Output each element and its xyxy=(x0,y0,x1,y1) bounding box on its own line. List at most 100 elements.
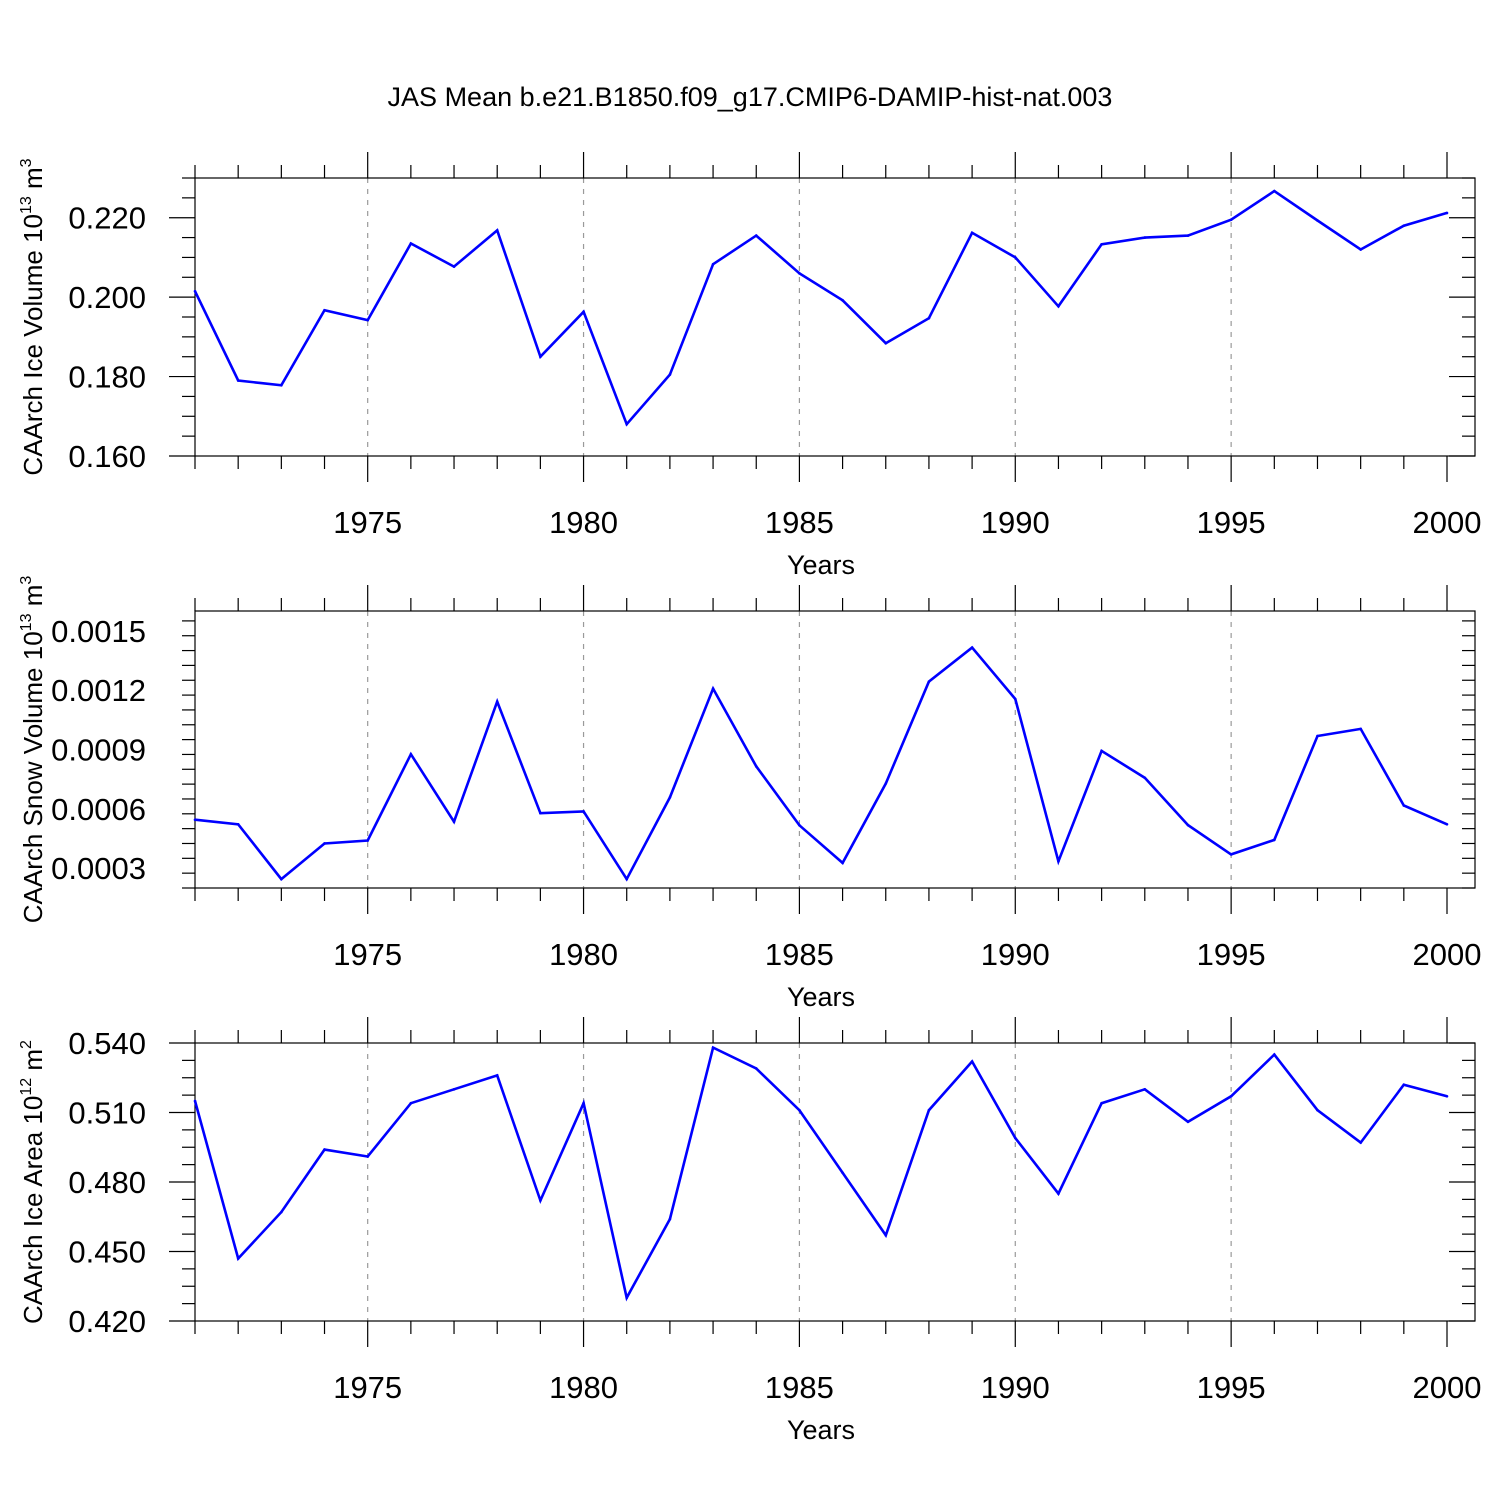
data-point xyxy=(1143,1088,1147,1091)
x-tick-label: 1985 xyxy=(765,505,834,540)
data-point xyxy=(409,1101,413,1105)
y-tick-label: 0.220 xyxy=(68,201,146,236)
data-point xyxy=(1229,218,1233,221)
x-tick-label: 1995 xyxy=(1197,1370,1266,1405)
panel-1: 0.160 0.180 0.200 0.220 1975 1980 1985 1990 1995… xyxy=(18,152,1481,580)
data-point xyxy=(323,842,326,845)
x-tick-label: 1995 xyxy=(1197,937,1266,972)
data-point xyxy=(1229,853,1233,856)
data-point xyxy=(970,231,974,235)
data-point xyxy=(539,811,542,815)
y-axis-label-text: m xyxy=(18,167,48,196)
data-point xyxy=(1445,211,1449,215)
data-point xyxy=(366,1155,369,1158)
x-tick-label: 2000 xyxy=(1413,937,1482,972)
data-point xyxy=(1316,734,1319,738)
y-tick-label: 0.540 xyxy=(68,1026,146,1061)
y-tick-label: 0.0003 xyxy=(51,851,146,886)
y-axis-label-superscript: 2 xyxy=(18,1040,35,1049)
y-tick-label: 0.160 xyxy=(68,439,146,474)
data-point xyxy=(798,1108,801,1112)
data-point xyxy=(1013,256,1017,259)
data-point xyxy=(1013,1136,1017,1140)
y-tick-label: 0.180 xyxy=(68,360,146,395)
x-tick-label: 1990 xyxy=(981,505,1050,540)
data-point xyxy=(1186,1120,1190,1124)
data-point xyxy=(798,272,801,275)
data-point xyxy=(582,1101,585,1105)
data-point xyxy=(236,379,240,382)
data-point xyxy=(193,818,197,822)
x-axis-label: Years xyxy=(787,1415,855,1445)
data-point xyxy=(1057,304,1060,308)
data-point xyxy=(927,316,931,320)
data-point xyxy=(1445,822,1449,826)
data-point xyxy=(884,1233,888,1237)
x-tick-label: 2000 xyxy=(1413,505,1482,540)
data-point xyxy=(539,355,542,359)
data-point xyxy=(1359,248,1362,251)
y-tick-label: 0.480 xyxy=(68,1165,146,1200)
data-point xyxy=(193,289,197,293)
y-axis-label: CAArch Ice Volume 1013 m3 xyxy=(18,158,48,475)
data-point xyxy=(409,752,413,756)
data-point xyxy=(1273,1053,1276,1056)
data-point xyxy=(754,234,758,237)
data-point xyxy=(970,646,974,649)
data-point xyxy=(625,422,629,426)
data-point xyxy=(1359,727,1362,731)
data-point xyxy=(711,1046,715,1049)
panel-3: 0.420 0.450 0.480 0.510 0.540 1975 1980 1985 199… xyxy=(18,1017,1481,1445)
y-axis-label-text: m xyxy=(18,1049,48,1078)
data-point xyxy=(1143,236,1147,239)
data-point xyxy=(841,1171,844,1175)
figure-title: JAS Mean b.e21.B1850.f09_g17.CMIP6-DAMIP… xyxy=(388,82,1113,112)
x-tick-label: 1985 xyxy=(765,937,834,972)
panels: 0.160 0.180 0.200 0.220 1975 1980 1985 1990 1995… xyxy=(18,152,1481,1445)
y-tick-label: 0.510 xyxy=(68,1096,146,1131)
data-point xyxy=(970,1060,974,1063)
x-tick-label: 1975 xyxy=(333,937,402,972)
y-axis-label-superscript: 3 xyxy=(18,158,35,167)
x-tick-label: 1975 xyxy=(333,1370,402,1405)
y-axis-label: CAArch Snow Volume 1013 m3 xyxy=(18,576,48,924)
data-point xyxy=(1359,1141,1362,1144)
y-tick-label: 0.0006 xyxy=(51,792,146,827)
x-axis-label: Years xyxy=(787,982,855,1012)
data-point xyxy=(452,1088,456,1091)
data-point xyxy=(1402,224,1406,227)
data-point xyxy=(1273,189,1276,193)
x-tick-label: 1980 xyxy=(549,505,618,540)
y-axis-label: CAArch Ice Area 1012 m2 xyxy=(18,1040,48,1324)
data-point xyxy=(625,1296,629,1300)
x-tick-label: 1995 xyxy=(1197,505,1266,540)
data-point xyxy=(668,373,672,376)
data-point xyxy=(1316,219,1319,222)
data-point xyxy=(323,308,326,312)
data-point xyxy=(495,700,499,703)
data-point xyxy=(280,384,283,387)
x-tick-label: 2000 xyxy=(1413,1370,1482,1405)
x-tick-label: 1990 xyxy=(981,937,1050,972)
data-point xyxy=(927,680,931,683)
data-point xyxy=(323,1148,326,1151)
x-tick-label: 1985 xyxy=(765,1370,834,1405)
data-point xyxy=(1402,1083,1406,1086)
data-point xyxy=(625,877,629,881)
data-point xyxy=(1229,1094,1233,1098)
data-point xyxy=(884,782,888,785)
data-point xyxy=(366,318,369,322)
data-point xyxy=(193,1099,197,1103)
data-point xyxy=(1316,1108,1319,1112)
data-point xyxy=(409,242,413,245)
x-tick-label: 1980 xyxy=(549,1370,618,1405)
y-axis-label-superscript: 12 xyxy=(18,1078,35,1096)
data-point xyxy=(1445,1094,1449,1098)
data-point xyxy=(539,1199,542,1202)
y-tick-label: 0.0015 xyxy=(51,614,146,649)
data-point xyxy=(1402,804,1406,807)
y-axis-label-text: m xyxy=(18,585,48,614)
data-point xyxy=(582,310,585,314)
